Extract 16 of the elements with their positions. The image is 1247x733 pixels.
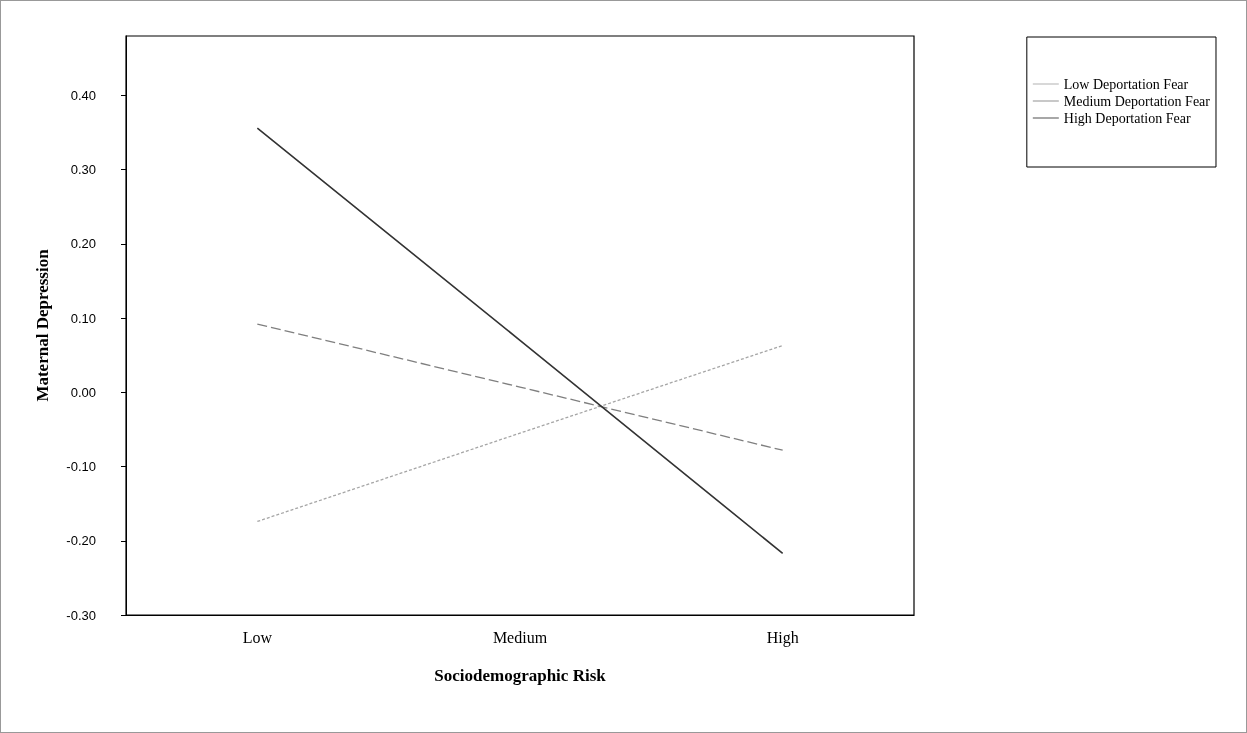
- x-tick-label: Low: [242, 628, 273, 646]
- y-tick-label: 0.00: [70, 384, 96, 400]
- y-tick-label: -0.10: [66, 459, 96, 475]
- y-tick-label: 0.30: [70, 162, 96, 178]
- y-tick-label: -0.30: [66, 607, 96, 623]
- y-axis-title: Maternal Depression: [33, 248, 52, 402]
- y-tick-label: -0.20: [66, 533, 96, 549]
- y-tick-label: 0.10: [70, 310, 96, 326]
- legend-label: High Deportation Fear: [1063, 110, 1191, 126]
- y-tick-label: 0.40: [70, 87, 96, 103]
- legend-label: Low Deportation Fear: [1063, 76, 1189, 92]
- x-tick-label: High: [766, 628, 799, 647]
- legend-label: Medium Deportation Fear: [1063, 93, 1211, 109]
- x-axis-title: Sociodemographic Risk: [434, 666, 607, 685]
- y-tick-label: 0.20: [70, 236, 96, 252]
- x-tick-label: Medium: [492, 628, 548, 646]
